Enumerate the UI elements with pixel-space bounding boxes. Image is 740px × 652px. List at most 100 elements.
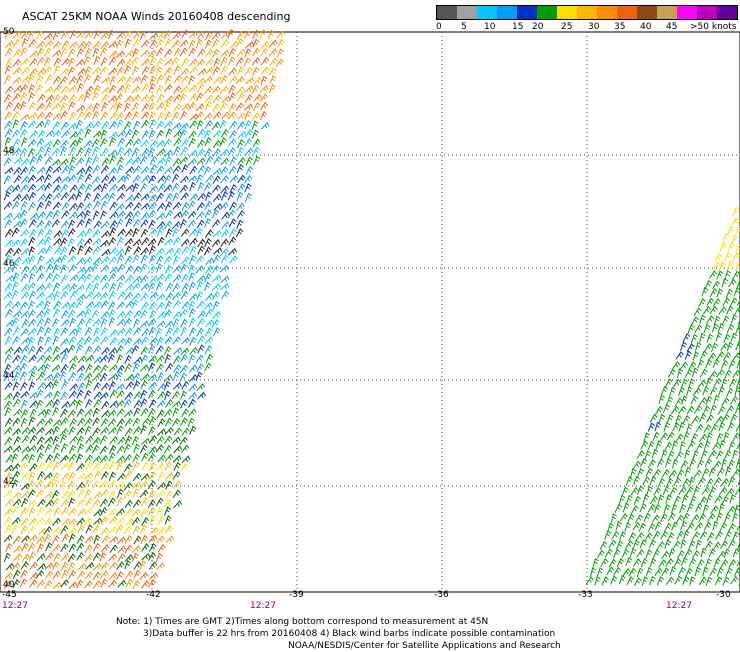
wind-barb [78, 94, 85, 102]
wind-barb [70, 384, 78, 391]
wind-barb [85, 174, 92, 182]
wind-barb [37, 564, 45, 570]
wind-barb [53, 309, 60, 317]
wind-barb [685, 450, 691, 459]
wind-barb [126, 158, 133, 165]
wind-barb [277, 40, 284, 48]
wind-barb [69, 364, 76, 372]
wind-barb [157, 528, 165, 534]
wind-barb [101, 383, 109, 390]
wind-barb [100, 456, 108, 463]
wind-barb [667, 397, 673, 406]
wind-barb [229, 57, 236, 65]
wind-barb [109, 238, 116, 246]
wind-barb [36, 85, 43, 93]
wind-barb [237, 203, 245, 210]
wind-barb [109, 348, 117, 355]
wind-barb [245, 121, 251, 129]
wind-barb [238, 93, 245, 101]
wind-barb [30, 59, 37, 66]
wind-barb [213, 195, 221, 202]
wind-barb [622, 488, 628, 497]
wind-barb [85, 166, 92, 174]
wind-barb [68, 345, 75, 353]
wind-barb [14, 554, 22, 561]
wind-barb [228, 112, 236, 119]
wind-barb [713, 360, 719, 368]
wind-barb [166, 194, 173, 202]
wind-barb [100, 293, 108, 300]
wind-barb [93, 564, 101, 571]
wind-barb [222, 96, 230, 102]
wind-barb [133, 500, 140, 508]
wind-barb [668, 513, 675, 521]
wind-barb [213, 95, 221, 103]
wind-barb [710, 271, 717, 279]
wind-barb [206, 102, 212, 111]
wind-barb [13, 68, 21, 75]
wind-barb [46, 167, 53, 175]
wind-barb [182, 302, 190, 309]
wind-barb [30, 409, 37, 417]
wind-barb [149, 508, 156, 516]
wind-barb [93, 346, 101, 353]
wind-barb [125, 112, 132, 120]
wind-barb [117, 219, 124, 227]
wind-barb [172, 392, 179, 400]
wind-barb [4, 292, 12, 299]
wind-barb [173, 301, 181, 308]
wind-barb [93, 572, 100, 580]
wind-barb [101, 201, 108, 209]
wind-barb [693, 352, 699, 361]
wind-barb [38, 195, 46, 202]
wind-barb [717, 271, 723, 279]
wind-barb [118, 120, 124, 129]
wind-barb [673, 380, 680, 388]
wind-barb [86, 525, 93, 533]
wind-barb [150, 165, 157, 173]
wind-barb [77, 220, 84, 228]
wind-barb [727, 406, 734, 414]
wind-barb [77, 500, 85, 507]
wind-barb [134, 247, 141, 255]
wind-barb [625, 523, 631, 532]
wind-barb [132, 95, 140, 102]
wind-barb [141, 167, 149, 174]
wind-barb [149, 176, 156, 184]
wind-barb [720, 523, 727, 531]
wind-barb [100, 571, 108, 578]
wind-barb [212, 266, 219, 274]
wind-barb [682, 379, 688, 388]
wind-barb [229, 237, 236, 245]
wind-barb [133, 67, 139, 76]
wind-barb [77, 106, 85, 112]
wind-barb [53, 177, 61, 183]
wind-barb [29, 455, 35, 463]
wind-barb [148, 95, 155, 103]
wind-barb [85, 508, 93, 515]
wind-barb [666, 559, 674, 566]
wind-barb [102, 250, 110, 256]
wind-barb [666, 495, 672, 504]
wind-barb [658, 479, 664, 487]
wind-barb [142, 554, 150, 560]
wind-barb [164, 446, 171, 454]
wind-barb [93, 103, 100, 111]
wind-barb [213, 50, 220, 58]
wind-barb [664, 423, 670, 432]
wind-barb [37, 293, 45, 300]
wind-barb [61, 275, 68, 283]
wind-barb [126, 51, 134, 57]
wind-barb [633, 559, 640, 567]
wind-barb [117, 537, 125, 544]
wind-barb [126, 140, 134, 147]
wind-barb [222, 112, 230, 119]
wind-barb [680, 505, 686, 513]
wind-barb [29, 149, 36, 157]
wind-barb [116, 509, 124, 516]
wind-barb [238, 158, 246, 165]
wind-barb [36, 428, 44, 435]
wind-barb [86, 105, 94, 112]
wind-barb [633, 540, 639, 549]
wind-barb [93, 147, 100, 155]
